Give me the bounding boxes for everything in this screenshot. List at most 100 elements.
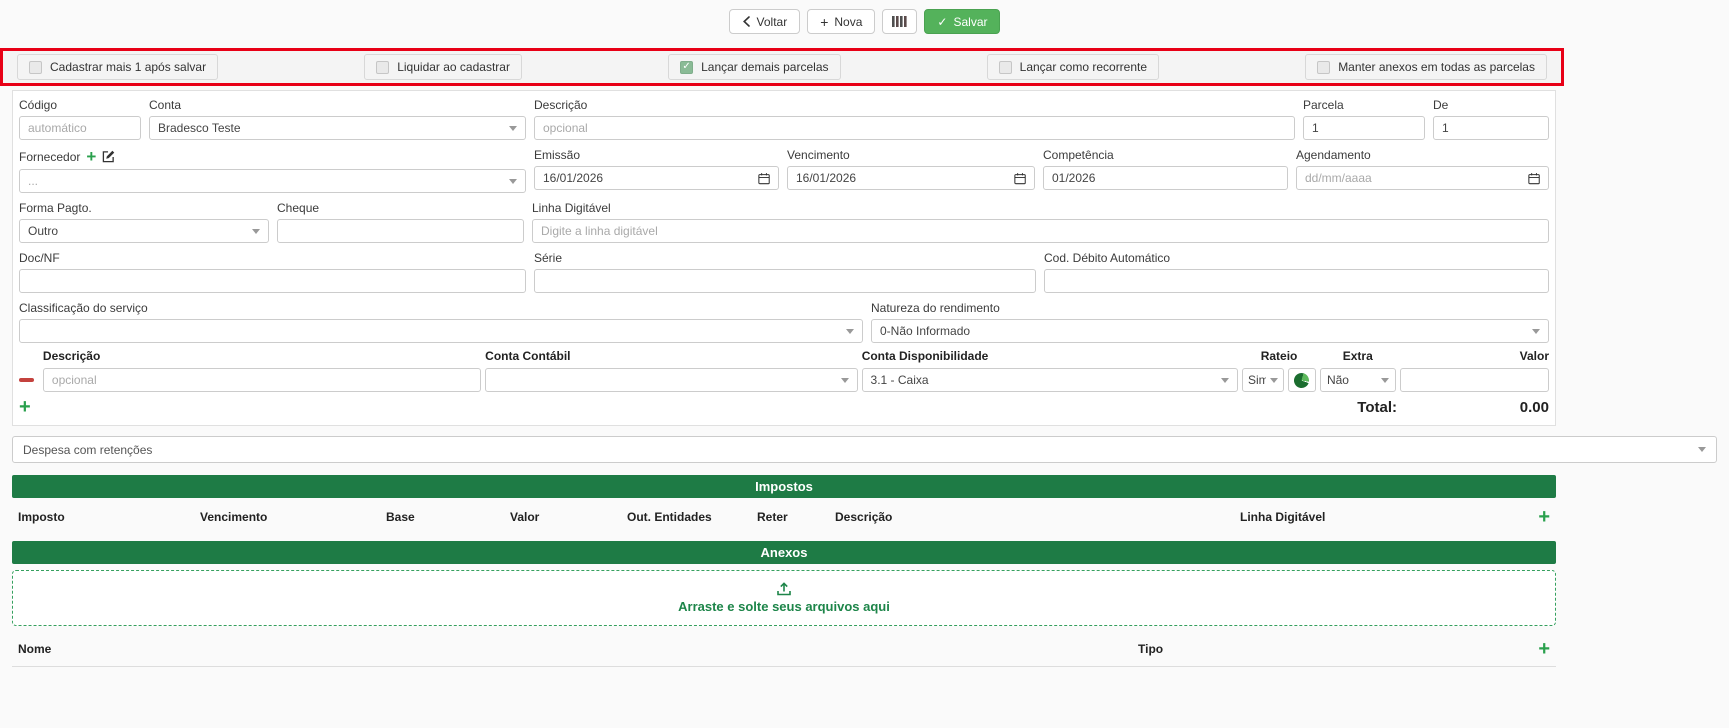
calendar-icon[interactable]: [758, 172, 770, 185]
annotation-red-box: Cadastrar mais 1 após salvar Liquidar ao…: [0, 48, 1564, 86]
total-value: 0.00: [1519, 398, 1549, 416]
item-extra-select[interactable]: Não: [1319, 368, 1396, 392]
check-icon: ✓: [937, 14, 948, 29]
serie-input[interactable]: [534, 269, 1036, 293]
serie-label: Série: [534, 251, 563, 265]
item-conta-contabil-select[interactable]: [485, 368, 858, 392]
chevron-down-icon: [509, 125, 517, 131]
parcela-input[interactable]: [1303, 116, 1425, 140]
option-lancar-como-recorrente[interactable]: Lançar como recorrente: [986, 54, 1160, 80]
plus-icon: +: [820, 13, 829, 30]
calendar-icon[interactable]: [1528, 172, 1540, 185]
emissao-label: Emissão: [534, 148, 581, 162]
classificacao-servico-label: Classificação do serviço: [19, 301, 148, 315]
col-valor: Valor: [510, 510, 540, 524]
impostos-title: Impostos: [755, 479, 813, 494]
vencimento-date-input[interactable]: [787, 166, 1035, 190]
item-valor-input[interactable]: [1399, 368, 1550, 392]
codigo-label: Código: [19, 98, 58, 112]
dropzone-text: Arraste e solte seus arquivos aqui: [678, 599, 890, 614]
expense-form-card: Código Conta Bradesco Teste Descrição Pa…: [12, 90, 1556, 426]
pie-chart-icon: [1292, 370, 1312, 390]
col-conta-disponibilidade: Conta Disponibilidade: [861, 349, 989, 363]
checkbox-icon[interactable]: [29, 60, 42, 74]
anexos-columns: Nome Tipo +: [12, 634, 1556, 667]
natureza-rendimento-select[interactable]: 0-Não Informado: [871, 319, 1549, 343]
checkbox-icon[interactable]: [376, 60, 390, 74]
cheque-input[interactable]: [277, 219, 524, 243]
de-label: De: [1433, 98, 1449, 112]
item-rateio-select[interactable]: Sim: [1241, 368, 1284, 392]
col-out-entidades: Out. Entidades: [627, 510, 712, 524]
edit-fornecedor-icon[interactable]: [102, 150, 115, 163]
emissao-date-input[interactable]: [534, 166, 779, 190]
chevron-down-icon: [1269, 377, 1278, 383]
back-button-label: Voltar: [756, 14, 788, 29]
calendar-icon[interactable]: [1014, 172, 1026, 185]
checkbox-checked-icon[interactable]: [680, 60, 694, 74]
impostos-header-bar: Impostos: [12, 475, 1556, 498]
doc-nf-input[interactable]: [19, 269, 526, 293]
forma-pagto-value: Outro: [28, 224, 59, 238]
fornecedor-label: Fornecedor: [19, 149, 81, 164]
chevron-down-icon: [840, 377, 849, 383]
natureza-rendimento-label: Natureza do rendimento: [871, 301, 1000, 315]
upload-icon: [777, 582, 791, 596]
save-button[interactable]: ✓ Salvar: [924, 9, 1001, 34]
cod-debito-automatico-input[interactable]: [1044, 269, 1549, 293]
codigo-input[interactable]: [19, 116, 141, 140]
classificacao-servico-select[interactable]: [19, 319, 863, 343]
anexos-header-bar: Anexos: [12, 541, 1556, 564]
add-item-icon[interactable]: +: [19, 396, 31, 418]
remove-item-icon[interactable]: [19, 378, 34, 382]
fornecedor-select[interactable]: ...: [19, 169, 526, 193]
forma-pagto-select[interactable]: Outro: [19, 219, 269, 243]
option-label: Lançar demais parcelas: [701, 60, 829, 74]
checkbox-icon[interactable]: [1317, 60, 1331, 74]
rateio-pie-button[interactable]: [1287, 368, 1316, 392]
de-input[interactable]: [1433, 116, 1549, 140]
descricao-input[interactable]: [534, 116, 1295, 140]
new-button[interactable]: + Nova: [807, 9, 876, 34]
back-button[interactable]: Voltar: [728, 9, 801, 34]
chevron-down-icon: [1220, 377, 1229, 383]
add-fornecedor-icon[interactable]: +: [86, 147, 97, 166]
agendamento-value[interactable]: [1305, 167, 1524, 189]
emissao-value[interactable]: [543, 167, 754, 189]
item-conta-disponibilidade-select[interactable]: 3.1 - Caixa: [861, 368, 1238, 392]
barcode-button[interactable]: [882, 9, 918, 34]
linha-digitavel-input[interactable]: [532, 219, 1549, 243]
retencoes-label: Despesa com retenções: [23, 442, 153, 457]
option-liquidar-ao-cadastrar[interactable]: Liquidar ao cadastrar: [364, 54, 522, 80]
impostos-columns: Imposto Vencimento Base Valor Out. Entid…: [12, 498, 1556, 539]
conta-select[interactable]: Bradesco Teste: [149, 116, 526, 140]
add-imposto-icon[interactable]: +: [1538, 506, 1550, 528]
option-cadastrar-mais-1[interactable]: Cadastrar mais 1 após salvar: [17, 54, 219, 80]
item-extra-value: Não: [1326, 373, 1349, 387]
option-lancar-demais-parcelas[interactable]: Lançar demais parcelas: [668, 54, 841, 80]
descricao-label: Descrição: [534, 98, 588, 112]
competencia-input[interactable]: [1043, 166, 1288, 190]
checkbox-icon[interactable]: [998, 60, 1012, 74]
col-descricao: Descrição: [42, 349, 101, 363]
add-anexo-icon[interactable]: +: [1538, 638, 1550, 660]
competencia-label: Competência: [1043, 148, 1114, 162]
toolbar: Voltar + Nova ✓ Salvar: [0, 0, 1729, 42]
item-rateio-value: Sim: [1247, 373, 1266, 387]
item-descricao-input[interactable]: [42, 368, 482, 392]
col-rateio: Rateio: [1260, 349, 1298, 363]
retencoes-collapsible-bar[interactable]: Despesa com retenções: [12, 436, 1717, 463]
col-conta-contabil: Conta Contábil: [485, 349, 571, 363]
items-table-header: Descrição Conta Contábil Conta Disponibi…: [19, 349, 1549, 363]
total-label: Total:: [1357, 398, 1397, 416]
save-button-label: Salvar: [953, 14, 988, 29]
vencimento-value[interactable]: [796, 167, 1010, 189]
option-manter-anexos[interactable]: Manter anexos em todas as parcelas: [1305, 54, 1547, 80]
cod-debito-automatico-label: Cod. Débito Automático: [1044, 251, 1171, 265]
col-tipo: Tipo: [1138, 642, 1164, 656]
col-base: Base: [386, 510, 415, 524]
agendamento-label: Agendamento: [1296, 148, 1371, 162]
file-dropzone[interactable]: Arraste e solte seus arquivos aqui: [12, 570, 1556, 626]
agendamento-date-input[interactable]: [1296, 166, 1549, 190]
option-label: Liquidar ao cadastrar: [397, 60, 510, 74]
